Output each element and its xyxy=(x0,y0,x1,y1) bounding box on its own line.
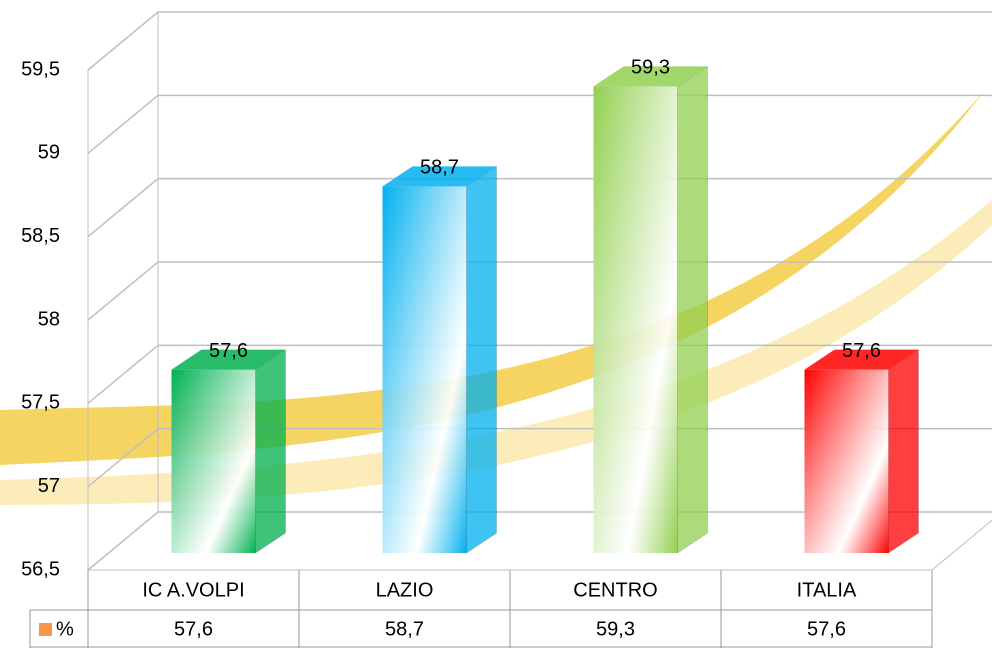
bar-top xyxy=(171,349,286,370)
legend-label: % xyxy=(56,618,74,640)
data-label: 57,6 xyxy=(209,340,248,362)
table-value: 57,6 xyxy=(174,618,213,640)
bar-side xyxy=(677,65,708,554)
y-tick-label: 57,5 xyxy=(21,392,60,414)
data-table: IC A.VOLPI 57,6 LAZIO 58,7 CENTRO 59,3 ITALIA 5… xyxy=(29,570,933,648)
grid-line xyxy=(87,94,992,154)
bar-top xyxy=(804,349,919,370)
bars: 57,6 58,7 59,3 57,6 xyxy=(171,57,919,554)
bar-side xyxy=(255,348,286,554)
grid-line xyxy=(87,11,992,71)
y-tick-label: 58,5 xyxy=(21,225,60,247)
bar-side xyxy=(888,348,919,554)
grid: 56,5 57 57,5 58 58,5 59 59,5 xyxy=(21,11,992,580)
bar xyxy=(804,369,889,553)
legend-swatch xyxy=(39,623,52,636)
bar-top xyxy=(593,66,708,87)
x-tick-label: ITALIA xyxy=(797,579,857,601)
table-value: 58,7 xyxy=(385,618,424,640)
grid-line xyxy=(87,427,992,488)
y-tick-label: 59 xyxy=(38,142,60,164)
y-tick-label: 59,5 xyxy=(21,58,60,80)
grid-line xyxy=(87,511,992,571)
y-tick-label: 57 xyxy=(38,475,60,497)
data-label: 57,6 xyxy=(842,340,881,362)
table-value: 59,3 xyxy=(596,618,635,640)
table-value: 57,6 xyxy=(807,618,846,640)
grid-line xyxy=(87,261,992,321)
bar xyxy=(171,369,256,553)
grid-line xyxy=(87,344,992,404)
bar xyxy=(382,186,467,554)
bar-top xyxy=(382,166,497,187)
x-tick-label: LAZIO xyxy=(376,579,434,601)
y-tick-label: 56,5 xyxy=(21,558,60,580)
data-label: 58,7 xyxy=(420,157,459,179)
y-tick-label: 58 xyxy=(38,308,60,330)
x-tick-label: CENTRO xyxy=(573,579,657,601)
x-tick-label: IC A.VOLPI xyxy=(142,579,244,601)
data-label: 59,3 xyxy=(631,57,670,79)
grid-line xyxy=(87,177,992,238)
bar xyxy=(593,86,678,553)
bar-side xyxy=(466,165,497,554)
